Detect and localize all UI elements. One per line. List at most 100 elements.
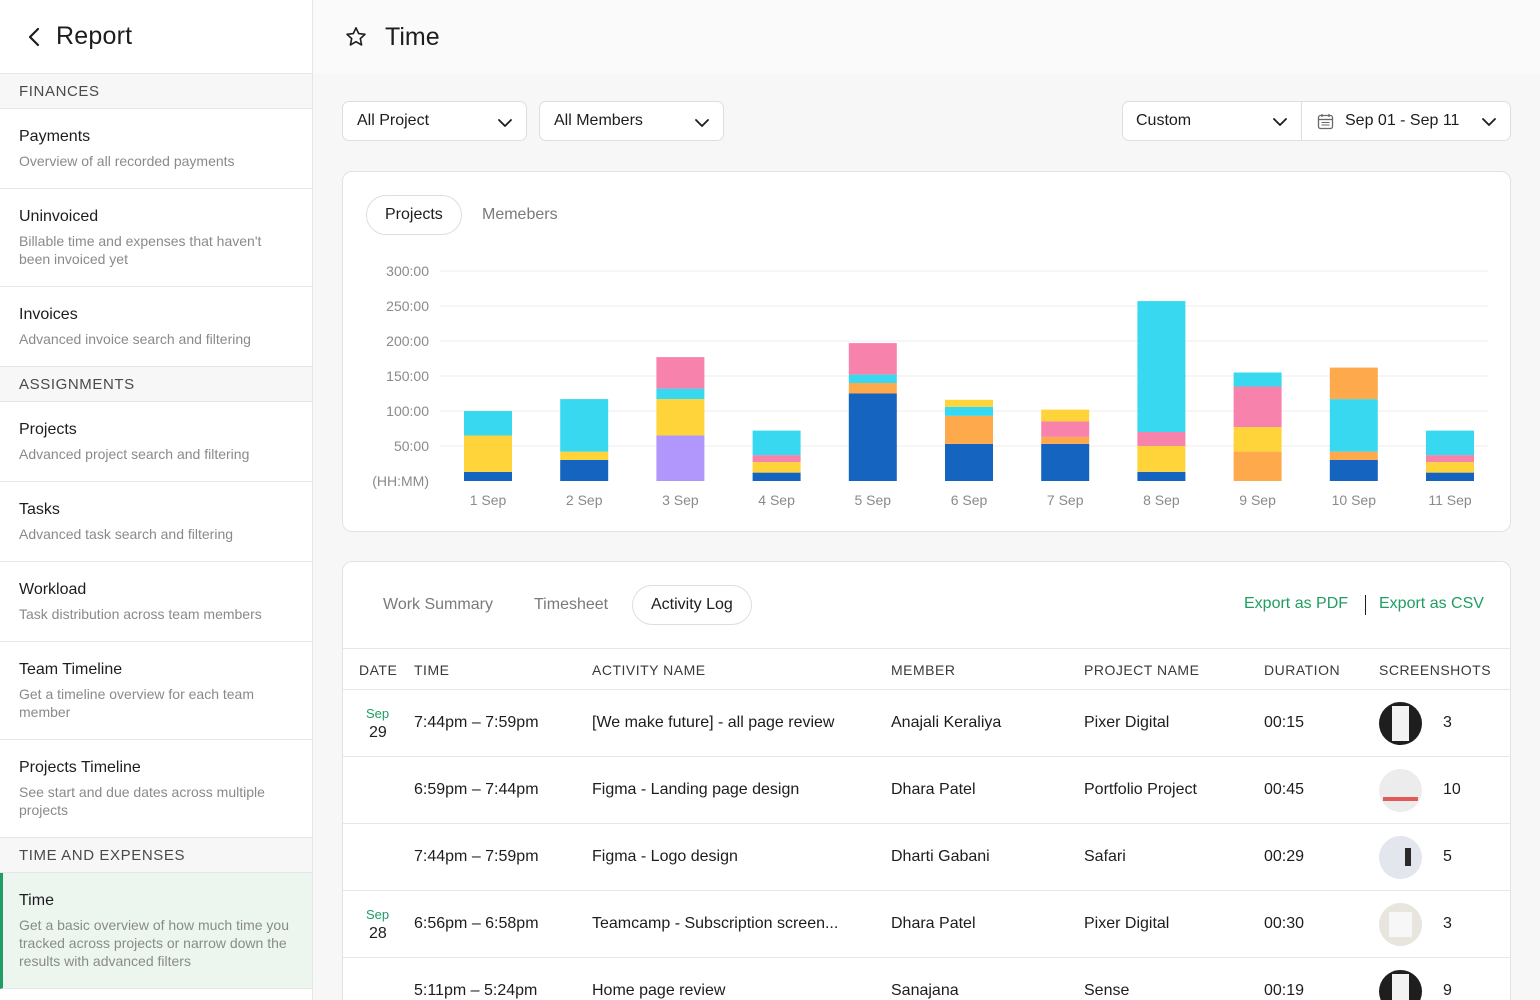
bar-segment[interactable] [752,472,801,481]
bar-segment[interactable] [1041,409,1090,422]
column-header-time[interactable]: TIME [414,662,450,678]
bar-segment[interactable] [1137,301,1186,432]
screenshot-thumbnail[interactable] [1379,702,1422,745]
y-tick-label: 150:00 [386,368,429,384]
bar-segment[interactable] [656,435,705,482]
bar-segment[interactable] [1041,421,1090,437]
bar-segment[interactable] [752,462,801,473]
row-project: Portfolio Project [1084,781,1197,798]
bar-segment[interactable] [1041,443,1090,481]
x-tick-label: 7 Sep [1047,492,1084,508]
column-header-screenshots[interactable]: SCREENSHOTS [1379,662,1492,678]
bar-segment[interactable] [848,343,897,375]
bar-segment[interactable] [560,399,609,452]
sidebar-item-desc: Advanced project search and filtering [19,446,250,462]
bar-segment[interactable] [1233,427,1282,452]
table-row[interactable]: 6:59pm – 7:44pm Figma - Landing page des… [343,757,1510,824]
sidebar-item-desc: Advanced task search and filtering [19,526,234,542]
bar-segment[interactable] [656,399,705,436]
bar-segment[interactable] [945,443,993,481]
bar-segment[interactable] [848,383,897,394]
screenshot-thumbnail[interactable] [1379,903,1422,946]
sidebar-item-team-timeline[interactable]: Team Timeline Get a timeline overview fo… [0,642,312,740]
column-header-duration[interactable]: DURATION [1264,662,1341,678]
bar-segment[interactable] [1137,446,1186,472]
bar-segment[interactable] [848,393,897,482]
sidebar-item-label: Tasks [19,501,60,518]
sidebar-item-invoices[interactable]: Invoices Advanced invoice search and fil… [0,287,312,367]
export-pdf-link[interactable]: Export as PDF [1244,595,1349,612]
bar-segment[interactable] [1137,471,1186,481]
bar-segment[interactable] [1329,451,1378,460]
bar-segment[interactable] [1329,367,1378,400]
bar-segment[interactable] [945,415,993,444]
table-row[interactable]: Sep 29 7:44pm – 7:59pm [We make future] … [343,690,1510,757]
bar-segment[interactable] [464,411,512,436]
table-row[interactable]: Sep 28 6:56pm – 6:58pm Teamcamp - Subscr… [343,891,1510,958]
screenshot-thumbnail[interactable] [1379,836,1422,879]
export-csv-link[interactable]: Export as CSV [1379,595,1484,612]
column-header-activity[interactable]: ACTIVITY NAME [592,662,706,678]
bar-segment[interactable] [656,357,705,389]
bar-segment[interactable] [464,435,512,472]
bar-segment[interactable] [752,455,801,463]
sidebar-item-uninvoiced[interactable]: Uninvoiced Billable time and expenses th… [0,189,312,287]
row-member: Anajali Keraliya [891,714,1002,731]
tab-activity-log[interactable]: Activity Log [632,585,752,625]
bar-segment[interactable] [1426,462,1474,473]
sidebar-item-payments[interactable]: Payments Overview of all recorded paymen… [0,109,312,189]
row-member: Dharti Gabani [891,848,990,865]
bar-segment[interactable] [464,471,512,481]
tab-members[interactable]: Memebers [482,206,558,223]
tab-projects[interactable]: Projects [366,195,462,235]
main-content: Time All Project All Members Custom Sep … [313,0,1540,1000]
star-icon[interactable] [344,25,368,49]
date-range-dropdown[interactable]: Sep 01 - Sep 11 [1302,102,1510,140]
screenshot-thumbnail[interactable] [1379,970,1422,1000]
sidebar-item-label: Payments [19,128,91,145]
bar-segment[interactable] [1329,399,1378,452]
bar-segment[interactable] [1041,436,1090,444]
project-filter-value: All Project [357,112,430,129]
bar-segment[interactable] [560,451,609,460]
row-date-month: Sep [366,706,390,721]
column-header-project[interactable]: PROJECT NAME [1084,662,1200,678]
sidebar-item-projects[interactable]: Projects Advanced project search and fil… [0,402,312,482]
project-filter-dropdown[interactable]: All Project [342,101,527,141]
row-duration: 00:30 [1264,915,1305,932]
screenshot-thumbnail[interactable] [1379,769,1422,812]
bar-segment[interactable] [656,388,705,400]
bar-segment[interactable] [945,399,993,407]
bar-segment[interactable] [1137,432,1186,446]
bar-segment[interactable] [752,430,801,456]
sidebar-item-time[interactable]: Time Get a basic overview of how much ti… [0,873,312,989]
bar-segment[interactable] [560,460,609,481]
row-duration: 00:29 [1264,848,1305,865]
x-tick-label: 1 Sep [470,492,507,508]
chevron-down-icon [1273,114,1287,132]
members-filter-dropdown[interactable]: All Members [539,101,724,141]
column-header-date[interactable]: DATE [359,662,398,678]
sidebar-item-projects-timeline[interactable]: Projects Timeline See start and due date… [0,740,312,838]
bar-segment[interactable] [1329,460,1378,481]
bar-segment[interactable] [1426,430,1474,456]
tab-work-summary[interactable]: Work Summary [383,596,493,613]
bar-segment[interactable] [1233,451,1282,481]
bar-segment[interactable] [1426,472,1474,481]
back-arrow-icon[interactable] [24,27,44,47]
bar-segment[interactable] [945,406,993,416]
row-activity: Home page review [592,982,726,999]
bar-segment[interactable] [1233,372,1282,387]
sidebar-item-workload[interactable]: Workload Task distribution across team m… [0,562,312,642]
row-screenshot-count: 9 [1443,982,1452,999]
tab-timesheet[interactable]: Timesheet [534,596,609,613]
range-type-dropdown[interactable]: Custom [1123,102,1302,140]
sidebar-item-tasks[interactable]: Tasks Advanced task search and filtering [0,482,312,562]
date-range-value: Sep 01 - Sep 11 [1345,112,1460,129]
bar-segment[interactable] [1426,455,1474,463]
column-header-member[interactable]: MEMBER [891,662,956,678]
table-row[interactable]: 7:44pm – 7:59pm Figma - Logo design Dhar… [343,824,1510,891]
table-row[interactable]: 5:11pm – 5:24pm Home page review Sanajan… [343,958,1510,1000]
bar-segment[interactable] [848,374,897,383]
bar-segment[interactable] [1233,386,1282,428]
